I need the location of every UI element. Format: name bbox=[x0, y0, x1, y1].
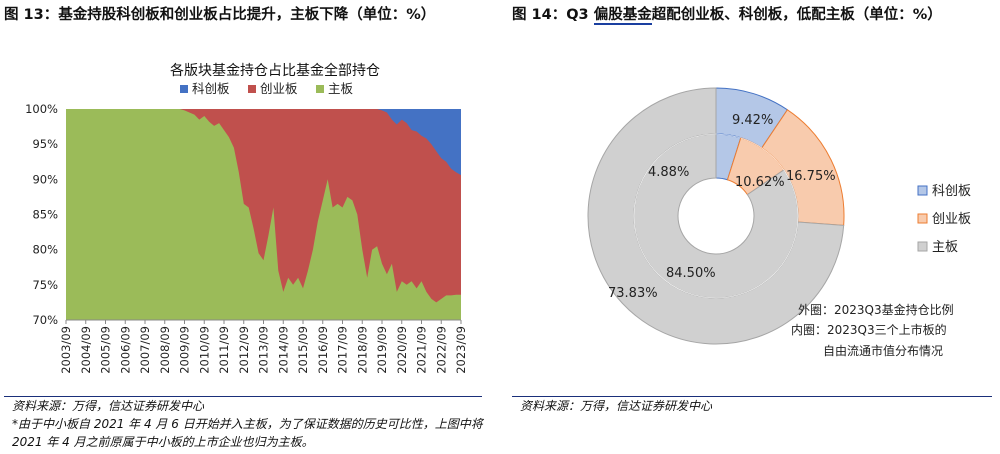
legend-swatch bbox=[917, 185, 928, 196]
legend-swatch bbox=[248, 85, 256, 93]
y-axis: 70% 75% 80% 85% 90% 95% 100% bbox=[25, 102, 58, 327]
left-footnote: *由于中小板自 2021 年 4 月 6 日开始并入主板，为了保证数据的历史可比… bbox=[12, 417, 483, 449]
inner-value-label: 84.50% bbox=[666, 266, 716, 281]
series-主板-area bbox=[66, 109, 461, 320]
right-figure-panel: 图 14：Q3 偏股基金超配创业板、科创板，低配主板（单位：%） 9.42% 16… bbox=[508, 0, 1000, 454]
x-tick-label: 2019/09 bbox=[375, 326, 389, 374]
legend-label: 创业板 bbox=[260, 81, 298, 96]
x-tick-label: 2011/09 bbox=[217, 326, 231, 374]
left-figure-title: 图 13：基金持股科创板和创业板占比提升，主板下降（单位：%） bbox=[4, 7, 436, 23]
donut-chart: 9.42% 16.75% 73.83% 4.88% 10.62% 84.50% 科创板创业… bbox=[587, 87, 971, 358]
chart-title: 各版块基金持仓占比基金全部持仓 bbox=[170, 62, 380, 79]
y-tick-label: 80% bbox=[32, 243, 58, 257]
outer-value-label: 9.42% bbox=[732, 113, 773, 128]
x-tick-label: 2016/09 bbox=[316, 326, 330, 374]
right-figure-title: 图 14：Q3 偏股基金超配创业板、科创板，低配主板（单位：%） bbox=[512, 7, 942, 25]
annotation-line: 自由流通市值分布情况 bbox=[823, 343, 943, 358]
outer-value-label: 73.83% bbox=[608, 286, 658, 301]
legend-swatch bbox=[316, 85, 324, 93]
legend-label: 主板 bbox=[932, 240, 958, 255]
right-source-rule bbox=[512, 396, 992, 397]
x-tick-label: 2013/09 bbox=[257, 326, 271, 374]
legend-label: 创业板 bbox=[932, 212, 971, 227]
outer-value-label: 16.75% bbox=[786, 169, 836, 184]
x-tick-label: 2005/09 bbox=[99, 326, 113, 374]
x-tick-label: 2010/09 bbox=[197, 326, 211, 374]
plot-area bbox=[66, 109, 461, 320]
area-chart: 各版块基金持仓占比基金全部持仓 科创板 创业板 主板 70% 75% 80% 85% 90%… bbox=[25, 62, 468, 374]
left-figure-panel: 图 13：基金持股科创板和创业板占比提升，主板下降（单位：%） 各版块基金持仓占… bbox=[0, 0, 490, 454]
annotation-line: 内圈：2023Q3三个上市板的 bbox=[791, 322, 947, 337]
left-source-rule bbox=[4, 396, 482, 397]
chart-legend: 科创板 创业板 主板 bbox=[180, 81, 354, 96]
x-tick-label: 2007/09 bbox=[138, 326, 152, 374]
x-tick-label: 2004/09 bbox=[79, 326, 93, 374]
x-tick-label: 2021/09 bbox=[415, 326, 429, 374]
x-tick-label: 2017/09 bbox=[336, 326, 350, 374]
y-tick-label: 75% bbox=[32, 278, 58, 292]
x-tick-label: 2012/09 bbox=[237, 326, 251, 374]
annotation-line: 外圈：2023Q3基金持仓比例 bbox=[798, 302, 954, 317]
x-tick-label: 2014/09 bbox=[276, 326, 290, 374]
y-tick-label: 95% bbox=[32, 137, 58, 151]
left-source-text: 资料来源：万得，信达证券研发中心 bbox=[12, 399, 205, 413]
x-axis: 2003/09 2004/09 2005/09 2006/09 2007/09 2008/… bbox=[59, 319, 468, 374]
inner-value-label: 10.62% bbox=[735, 175, 785, 190]
x-tick-label: 2020/09 bbox=[395, 326, 409, 374]
x-tick-label: 2003/09 bbox=[59, 326, 73, 374]
x-tick-label: 2008/09 bbox=[158, 326, 172, 374]
x-tick-label: 2018/09 bbox=[355, 326, 369, 374]
legend-label: 科创板 bbox=[192, 81, 230, 96]
y-tick-label: 100% bbox=[25, 102, 58, 116]
y-tick-label: 85% bbox=[32, 208, 58, 222]
x-tick-label: 2006/09 bbox=[118, 326, 132, 374]
donut-labels: 9.42% 16.75% 73.83% 4.88% 10.62% 84.50% bbox=[608, 113, 836, 301]
x-tick-label: 2015/09 bbox=[296, 326, 310, 374]
y-tick-label: 90% bbox=[32, 172, 58, 186]
donut-rings bbox=[587, 87, 845, 345]
x-tick-label: 2009/09 bbox=[178, 326, 192, 374]
title-underlined-term: 偏股基金 bbox=[593, 7, 652, 25]
right-source-text: 资料来源：万得，信达证券研发中心 bbox=[520, 399, 713, 413]
ring-separator bbox=[633, 133, 799, 299]
inner-value-label: 4.88% bbox=[648, 165, 689, 180]
legend-label: 主板 bbox=[328, 81, 354, 96]
legend-label: 科创板 bbox=[932, 184, 971, 199]
x-tick-label: 2022/09 bbox=[434, 326, 448, 374]
legend-swatch bbox=[917, 213, 928, 224]
y-tick-label: 70% bbox=[32, 313, 58, 327]
legend-swatch bbox=[917, 241, 928, 252]
x-tick-label: 2023/09 bbox=[454, 326, 468, 374]
legend-swatch bbox=[180, 85, 188, 93]
